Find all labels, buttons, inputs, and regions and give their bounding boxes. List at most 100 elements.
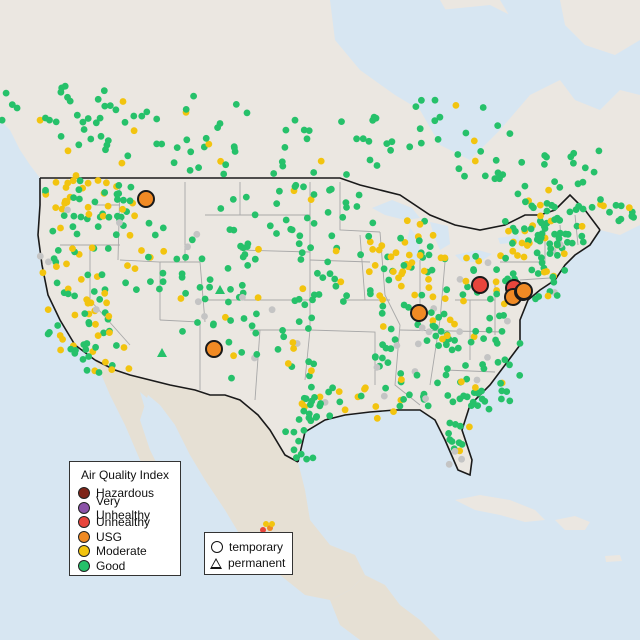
legend-row-moderate: Moderate xyxy=(76,544,174,559)
station-dot xyxy=(232,101,240,108)
station-dot xyxy=(307,401,314,409)
station-dot xyxy=(227,317,235,324)
station-dot xyxy=(226,226,234,234)
station-dot xyxy=(628,212,636,220)
station-dot xyxy=(69,245,76,253)
station-dot xyxy=(159,278,167,286)
station-dot xyxy=(472,252,479,260)
station-dot xyxy=(308,383,315,391)
station-dot xyxy=(441,295,449,302)
station-dot xyxy=(365,232,373,240)
station-dot xyxy=(280,333,288,341)
station-dot xyxy=(357,392,365,400)
station-dot xyxy=(289,339,297,346)
station-dot xyxy=(314,269,321,277)
station-dot xyxy=(459,291,467,298)
station-dot xyxy=(49,227,57,235)
station-dot xyxy=(77,276,85,283)
station-dot xyxy=(76,177,84,185)
mexico-landmass xyxy=(95,360,365,600)
station-dot xyxy=(538,259,546,267)
station-dot xyxy=(316,393,324,401)
station-dot xyxy=(400,262,408,269)
station-dot xyxy=(239,294,246,301)
station-dot xyxy=(493,339,501,347)
station-usg-marker xyxy=(515,282,533,300)
station-dot xyxy=(536,201,544,209)
station-dot xyxy=(561,267,569,274)
station-dot xyxy=(104,245,112,252)
station-dot xyxy=(553,292,561,299)
station-dot xyxy=(551,216,559,224)
station-dot xyxy=(112,106,120,114)
station-dot xyxy=(96,114,104,122)
station-dot xyxy=(260,527,266,533)
station-dot xyxy=(254,294,262,301)
station-dot xyxy=(138,112,146,120)
station-dot xyxy=(59,336,66,343)
station-dot xyxy=(324,209,332,216)
station-dot xyxy=(299,285,307,293)
station-dot xyxy=(509,239,516,247)
station-dot xyxy=(173,144,181,152)
station-dot xyxy=(415,237,423,245)
station-dot xyxy=(80,126,88,133)
station-dot xyxy=(324,258,332,266)
station-dot xyxy=(570,149,578,157)
station-dot xyxy=(186,167,194,174)
station-dot xyxy=(461,172,468,180)
station-dot xyxy=(380,392,388,400)
station-dot xyxy=(385,276,393,284)
station-dot xyxy=(112,231,120,239)
station-dot xyxy=(231,144,238,152)
station-dot xyxy=(466,423,473,431)
station-dot xyxy=(279,162,287,170)
station-dot xyxy=(451,320,458,328)
station-dot xyxy=(462,362,469,369)
station-dot xyxy=(114,212,121,220)
station-dot xyxy=(355,191,363,199)
station-dot xyxy=(105,213,113,221)
station-dot xyxy=(120,344,128,351)
station-dot xyxy=(387,325,395,333)
station-dot xyxy=(119,205,126,213)
station-dot xyxy=(454,151,462,158)
station-dot xyxy=(92,343,99,351)
us-mexico-border xyxy=(94,359,299,463)
station-dot xyxy=(578,232,586,240)
station-dot xyxy=(396,402,404,410)
legend-label-very-unhealthy: Very Unhealthy xyxy=(96,493,151,522)
station-dot xyxy=(380,265,388,273)
station-dot xyxy=(413,371,421,379)
station-dot xyxy=(498,328,506,335)
station-dot xyxy=(359,135,367,143)
station-dot xyxy=(494,169,502,177)
station-dot xyxy=(437,254,445,262)
station-dot xyxy=(458,455,465,463)
canada-landmass xyxy=(0,0,640,235)
station-dot xyxy=(395,274,402,282)
station-dot xyxy=(337,278,345,286)
station-dot xyxy=(79,118,87,126)
station-dot xyxy=(295,240,303,248)
station-dot xyxy=(85,353,93,360)
station-dot xyxy=(393,342,401,349)
permanent-station-marker xyxy=(157,348,167,357)
station-dot xyxy=(82,346,90,353)
station-dot xyxy=(534,270,542,277)
station-dot xyxy=(543,200,551,207)
station-dot xyxy=(541,152,549,159)
station-dot xyxy=(317,157,325,165)
station-dot xyxy=(444,365,451,373)
station-dot xyxy=(498,395,505,403)
station-dot xyxy=(522,198,529,206)
station-dot xyxy=(493,266,500,273)
station-dot xyxy=(92,306,100,313)
station-dot xyxy=(151,231,159,239)
station-dot xyxy=(69,223,77,231)
station-dot xyxy=(194,319,201,326)
station-dot xyxy=(442,371,450,379)
station-dot xyxy=(84,179,92,187)
station-dot xyxy=(353,203,361,210)
station-dot xyxy=(379,302,387,310)
